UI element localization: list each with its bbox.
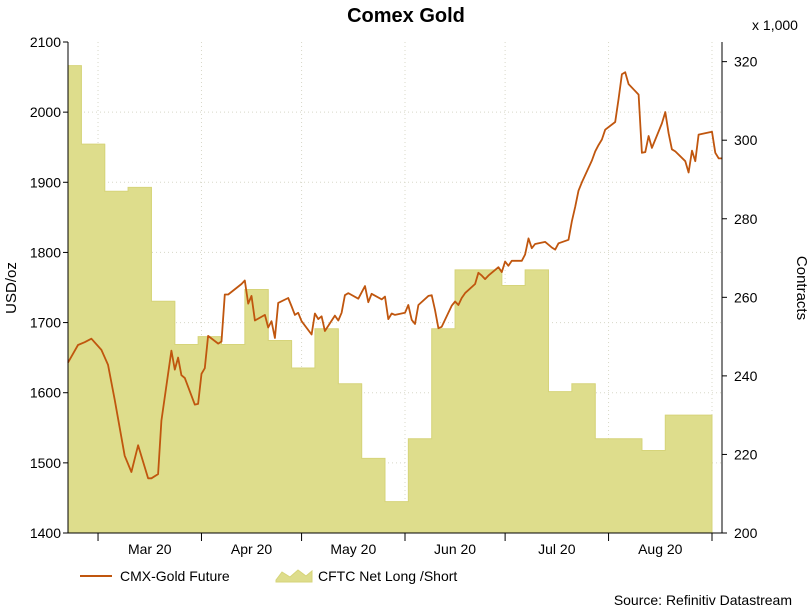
left-tick-label: 2100 <box>30 34 61 50</box>
cftc-area-step <box>641 450 666 533</box>
cftc-area-step <box>618 438 643 533</box>
cftc-area-step <box>501 285 526 533</box>
left-tick-label: 1700 <box>30 315 61 331</box>
cftc-area-step <box>384 501 409 533</box>
cftc-area-step <box>361 458 386 533</box>
x-tick-label: Aug 20 <box>638 541 683 557</box>
cftc-area-step <box>104 191 129 533</box>
cftc-area-step <box>525 269 549 533</box>
cftc-area-step <box>68 65 82 534</box>
x-tick-label: May 20 <box>330 541 376 557</box>
legend-label-cftc: CFTC Net Long /Short <box>318 568 457 584</box>
cftc-area-step <box>455 269 479 533</box>
legend-area-swatch <box>275 569 313 583</box>
cftc-area-step <box>81 144 106 534</box>
cftc-area-step <box>268 340 293 533</box>
chart-title: Comex Gold <box>347 5 465 27</box>
legend: CMX-Gold Future CFTC Net Long /Short <box>80 568 457 584</box>
gold-line-series <box>67 71 722 480</box>
right-axis-multiplier: x 1,000 <box>752 17 798 33</box>
right-tick-label: 240 <box>734 368 758 384</box>
x-tick-label: Jul 20 <box>538 541 576 557</box>
right-tick-label: 220 <box>734 446 758 462</box>
cftc-area-step <box>571 383 596 533</box>
cftc-area-step <box>548 391 573 533</box>
cftc-area-step <box>314 328 339 533</box>
cftc-area-step <box>431 328 456 533</box>
x-tick-label: Mar 20 <box>128 541 172 557</box>
cftc-area-step <box>595 438 620 533</box>
right-tick-label: 200 <box>734 525 758 541</box>
left-tick-label: 2000 <box>30 104 61 120</box>
right-tick-label: 300 <box>734 132 758 148</box>
cftc-area-step <box>174 344 199 533</box>
right-tick-label: 320 <box>734 54 758 70</box>
left-tick-label: 1600 <box>30 385 61 401</box>
left-tick-label: 1900 <box>30 174 61 190</box>
cftc-area-outline <box>68 65 713 533</box>
left-tick-label: 1800 <box>30 244 61 260</box>
cftc-area-step <box>478 269 503 533</box>
cftc-area-step <box>244 289 269 533</box>
right-tick-label: 260 <box>734 289 758 305</box>
x-tick-label: Apr 20 <box>231 541 272 557</box>
right-tick-label: 280 <box>734 211 758 227</box>
cftc-area-step <box>221 344 246 533</box>
cftc-area-step <box>338 383 363 533</box>
cftc-area-series <box>68 65 713 534</box>
legend-label-gold: CMX-Gold Future <box>120 568 230 584</box>
left-tick-label: 1400 <box>30 525 61 541</box>
cftc-area-step <box>291 368 316 533</box>
cftc-area-step <box>665 415 690 533</box>
cftc-area-step <box>151 301 176 533</box>
axes: 1400 1500 1600 1700 1800 1900 2000 2100 200 220 24… <box>30 34 758 557</box>
cftc-area-step <box>688 415 713 533</box>
x-tick-label: Jun 20 <box>434 541 476 557</box>
cftc-area-step <box>198 336 222 533</box>
gold-price-line <box>67 71 722 480</box>
cftc-area-step <box>408 438 433 533</box>
left-axis-label: USD/oz <box>3 262 20 314</box>
source-note: Source: Refinitiv Datastream <box>614 592 792 608</box>
left-tick-label: 1500 <box>30 455 61 471</box>
right-axis-label: Contracts <box>793 256 810 320</box>
cftc-area-step <box>128 187 152 533</box>
